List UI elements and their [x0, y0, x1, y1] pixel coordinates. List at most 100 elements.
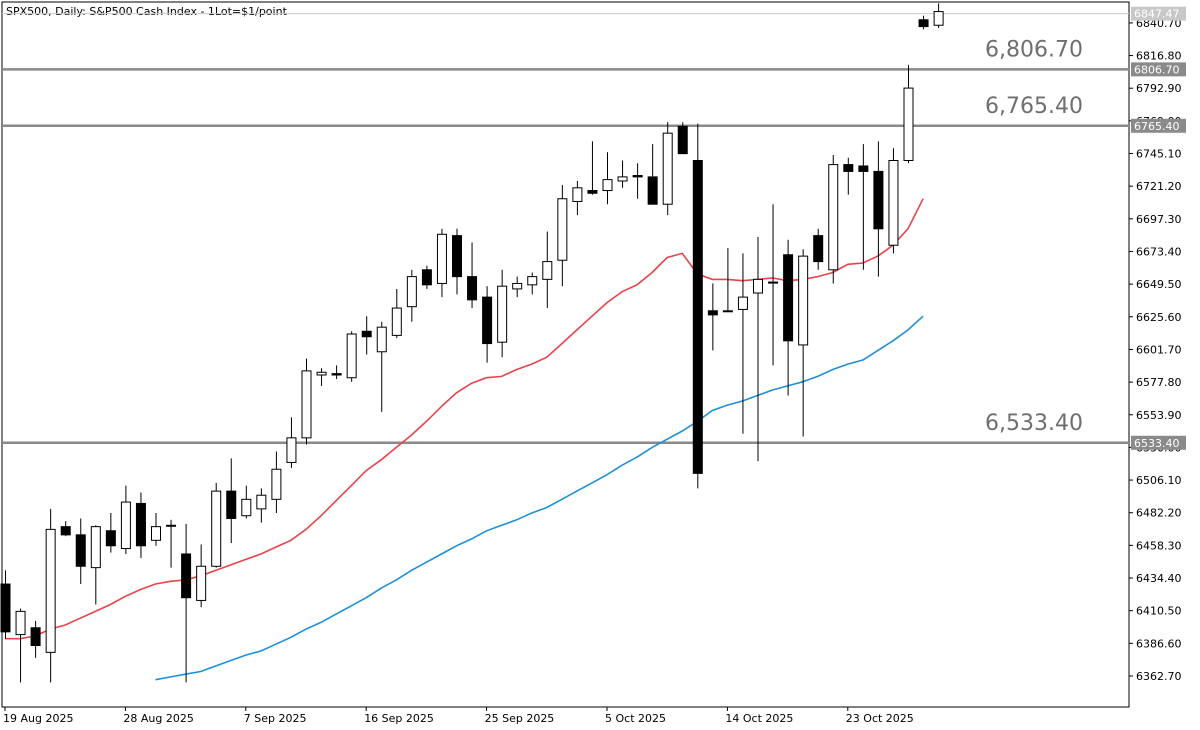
candle [346, 331, 357, 382]
y-tick-label: 6410.50 [1136, 605, 1182, 618]
candle [482, 286, 493, 363]
current-price-tag: 6847.47 [1134, 8, 1180, 21]
candle-body [858, 165, 869, 172]
candle [753, 237, 763, 462]
candle-body [421, 269, 432, 286]
y-tick-label: 6816.80 [1136, 50, 1182, 63]
candle-body [436, 233, 447, 284]
candle [768, 204, 779, 366]
candle-body [301, 370, 312, 439]
series-line [155, 315, 924, 681]
candle-body [75, 534, 86, 567]
candle-body [873, 170, 884, 230]
y-tick-label: 6649.50 [1136, 278, 1182, 291]
y-tick-label: 6673.40 [1136, 245, 1182, 258]
candle-body [45, 528, 56, 653]
series-layer [5, 198, 924, 681]
candle [75, 518, 86, 585]
candle-body [406, 276, 417, 308]
candle-body [813, 235, 824, 263]
candle-body [452, 235, 462, 278]
candle [692, 123, 703, 489]
candle [677, 122, 688, 155]
level-label: 6,765.40 [985, 94, 1083, 119]
y-tick-label: 6625.60 [1136, 311, 1182, 324]
candle [135, 492, 146, 559]
candle-body [843, 164, 854, 172]
candle [271, 451, 282, 513]
candle-body [376, 326, 387, 353]
candle-body [918, 19, 929, 28]
candle [497, 269, 508, 358]
candle [587, 141, 598, 195]
candle-body [707, 310, 718, 316]
candle-body [482, 296, 493, 345]
candle [542, 231, 553, 309]
x-tick-label: 7 Sep 2025 [244, 712, 307, 725]
candle-body [632, 175, 643, 178]
candle [722, 247, 733, 313]
chart-title: SPX500, Daily: S&P500 Cash Index - 1Lot=… [6, 5, 288, 18]
candle [316, 368, 327, 386]
candle [226, 458, 237, 544]
candle-body [527, 276, 538, 286]
level-axis-tag: 6765.40 [1134, 120, 1180, 133]
candle [361, 316, 372, 355]
candle-body [677, 125, 688, 155]
candle [301, 358, 312, 445]
candle [933, 3, 944, 28]
candle-body [933, 11, 944, 26]
candle-body [0, 583, 11, 633]
y-tick-label: 6577.80 [1136, 376, 1182, 389]
candle [30, 620, 41, 658]
candle [662, 122, 673, 216]
y-tick-label: 6745.10 [1136, 148, 1182, 161]
candle-body [617, 176, 628, 182]
candle [45, 508, 56, 683]
candle [90, 525, 101, 605]
candle [572, 180, 583, 216]
plot-frame [1, 1, 1130, 708]
candle-body [226, 490, 237, 519]
candle-body [211, 490, 222, 567]
candle-body [512, 282, 523, 290]
candle-body [722, 310, 733, 313]
candle-body [135, 502, 146, 547]
candle-body [692, 159, 703, 474]
candle [15, 608, 26, 683]
candle [256, 488, 267, 523]
candle [331, 365, 342, 380]
candle-body [753, 278, 763, 294]
current-price-tag-bg [1131, 6, 1186, 21]
candle-body [587, 190, 598, 194]
y-tick-label: 6482.20 [1136, 507, 1182, 520]
candle-body [90, 526, 101, 569]
candle [452, 228, 462, 295]
level-axis-tag-bg [1131, 435, 1186, 450]
y-tick-label: 6553.90 [1136, 409, 1182, 422]
candle [60, 521, 71, 537]
level-axis-tag: 6806.70 [1134, 63, 1180, 76]
candle [527, 272, 538, 295]
level-label: 6,533.40 [985, 411, 1083, 436]
candle-body [737, 296, 748, 310]
y-tick-label: 6506.10 [1136, 474, 1182, 487]
candle [707, 283, 718, 351]
x-tick-label: 25 Sep 2025 [485, 712, 555, 725]
candle [105, 512, 116, 553]
candle [196, 544, 207, 608]
y-tick-label: 6386.60 [1136, 637, 1182, 650]
y-tick-label: 6458.30 [1136, 539, 1182, 552]
candle [467, 242, 478, 309]
candle-body [903, 87, 914, 161]
candle [421, 265, 432, 289]
candle [632, 163, 643, 199]
candle [798, 249, 809, 437]
candle [151, 512, 161, 546]
y-tick-label: 6362.70 [1136, 670, 1182, 683]
y-tick-label: 6601.70 [1136, 343, 1182, 356]
candle [828, 155, 839, 284]
candle-body [241, 498, 252, 517]
candle-body [557, 198, 568, 261]
